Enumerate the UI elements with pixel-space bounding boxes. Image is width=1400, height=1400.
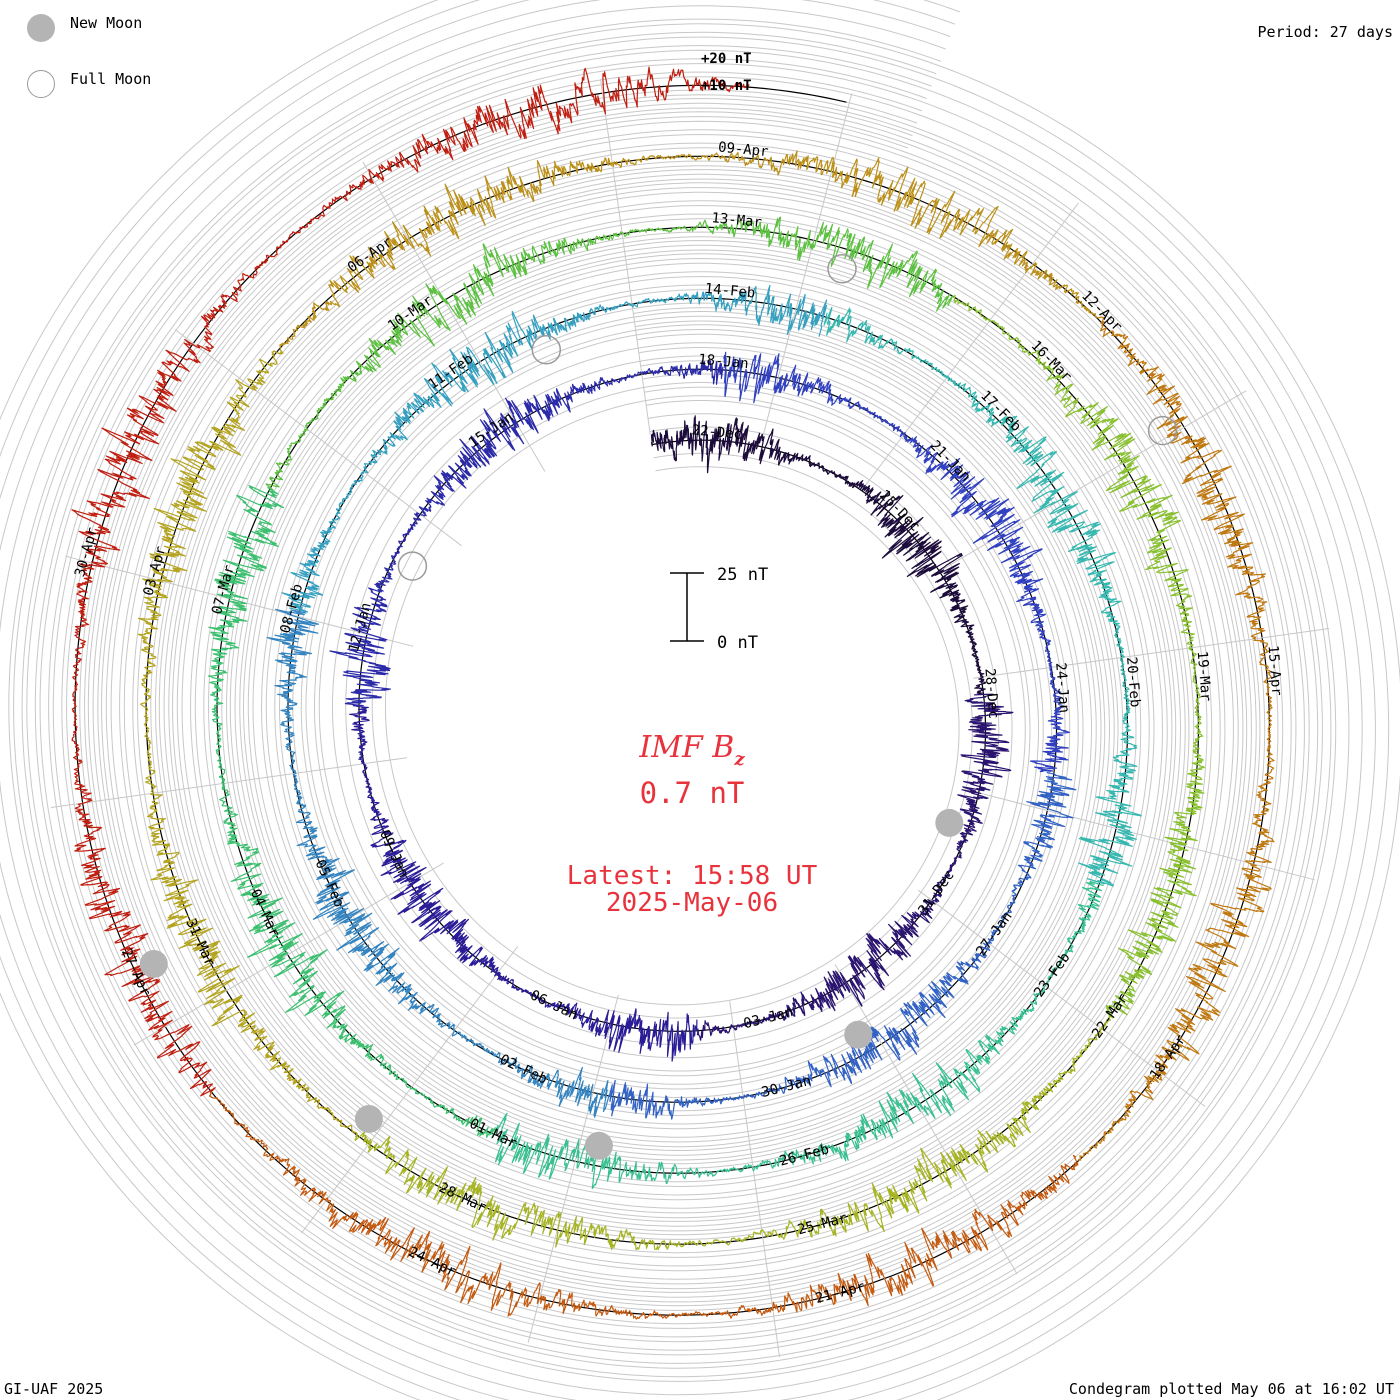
- outer-label-20: +20 nT: [701, 51, 752, 67]
- full-moon-marker: [531, 334, 562, 365]
- center-readout: IMF Bz 0.7 nT Latest: 15:58 UT 2025-May-…: [567, 730, 818, 918]
- date-label: 28-Dec: [981, 668, 1001, 720]
- new-moon-marker: [584, 1131, 613, 1160]
- date-label: 01-Mar: [467, 1116, 520, 1152]
- bz-trace-segment: [266, 608, 611, 1118]
- bz-trace-segment: [609, 771, 1077, 1120]
- bz-trace-segment: [650, 415, 987, 696]
- date-label: 03-Jan: [742, 1004, 795, 1032]
- full-moon-marker: [827, 254, 857, 284]
- bz-trace-segment: [1078, 316, 1275, 1161]
- bz-trace-segment: [952, 294, 1205, 1019]
- bz-trace-segment: [137, 348, 358, 1135]
- outer-scale-labels: +20 nT +10 nT: [701, 51, 752, 94]
- outer-label-10: +10 nT: [701, 78, 752, 94]
- grid-spiral: [0, 5, 1350, 1396]
- bz-trace-segment: [281, 284, 828, 613]
- grid-spoke: [50, 757, 407, 808]
- grid-spoke: [966, 789, 1315, 881]
- bz-trace-segment: [491, 881, 1104, 1190]
- grid-spoke: [527, 994, 619, 1343]
- date-label: 24-Jan: [1052, 662, 1072, 714]
- quantity-name: IMF B: [638, 730, 734, 765]
- latest-time: Latest: 15:58 UT: [567, 861, 818, 891]
- date-label: 06-Jan: [528, 987, 581, 1023]
- grid-spiral: [101, 111, 1244, 1290]
- date-label: 03-Apr: [141, 545, 170, 598]
- credit-label: GI-UAF 2025: [4, 1380, 104, 1398]
- grid-spiral: [48, 58, 1297, 1343]
- grid-spiral: [21, 31, 1323, 1369]
- scale-bar-top-label: 25 nT: [717, 565, 768, 585]
- date-label: 30-Apr: [72, 526, 101, 579]
- quantity-subscript: z: [733, 749, 745, 770]
- bz-trace-segment: [208, 1091, 1079, 1320]
- grid-spiral: [87, 98, 1257, 1303]
- plotted-timestamp: Condegram plotted May 06 at 16:02 UT: [1068, 1380, 1394, 1398]
- bz-trace: [71, 66, 1275, 1320]
- date-label: 13-Mar: [711, 210, 763, 231]
- new-moon-marker: [935, 808, 964, 837]
- legend-full-moon-label: Full Moon: [70, 70, 152, 88]
- date-label: 20-Feb: [1123, 656, 1143, 708]
- full-moon-marker: [1147, 415, 1178, 446]
- full-moon-marker: [397, 551, 428, 581]
- current-value: 0.7 nT: [640, 776, 745, 810]
- grid-spoke: [973, 628, 1330, 679]
- scale-bar: 25 nT 0 nT: [670, 565, 768, 653]
- date-label: 02-Feb: [497, 1052, 550, 1088]
- moon-phase-markers: [139, 254, 1178, 1160]
- grid-spoke: [729, 1001, 780, 1358]
- full-moon-icon: [27, 70, 55, 98]
- date-label: 15-Apr: [1264, 645, 1284, 697]
- grid-spoke: [600, 78, 651, 435]
- bz-trace-segment: [696, 693, 1014, 1041]
- quantity-label: IMF Bz: [638, 730, 745, 770]
- date-label: 09-Apr: [717, 139, 769, 160]
- bz-trace-segment: [265, 216, 953, 491]
- bz-trace-segment: [823, 306, 1142, 887]
- date-label: 09-Jan: [376, 828, 412, 881]
- bz-trace-segment: [71, 66, 750, 1097]
- date-label: 11-Feb: [425, 351, 476, 393]
- bz-trace-segment: [207, 484, 496, 1138]
- grid-spoke: [761, 93, 853, 442]
- bz-trace-segment: [354, 1015, 1112, 1251]
- date-label: 30-Jan: [760, 1073, 813, 1101]
- new-moon-marker: [844, 1020, 873, 1049]
- date-label: 17-Feb: [977, 388, 1024, 435]
- grid-spoke: [174, 329, 463, 547]
- bz-trace-segment: [279, 150, 1097, 350]
- new-moon-marker: [139, 950, 168, 978]
- bz-trace-segment: [723, 351, 1070, 773]
- date-label: 14-Feb: [704, 281, 756, 302]
- new-moon-icon: [27, 14, 55, 42]
- grid-spoke: [301, 945, 519, 1234]
- grid-spiral: [34, 45, 1310, 1356]
- date-label: 18-Jan: [697, 352, 749, 373]
- legend-new-moon-label: New Moon: [70, 14, 143, 32]
- bz-trace-segment: [329, 360, 724, 707]
- grid-spoke: [917, 889, 1206, 1107]
- grid-spiral: [0, 0, 1363, 1400]
- latest-date: 2025-May-06: [606, 888, 778, 918]
- grid-spoke: [362, 161, 546, 472]
- period-label: Period: 27 days: [1257, 23, 1393, 41]
- date-label: 24-Apr: [406, 1244, 459, 1280]
- grid-spoke: [861, 202, 1079, 491]
- new-moon-marker: [354, 1105, 383, 1133]
- date-label: 22-Dec: [691, 422, 743, 443]
- date-label: 19-Mar: [1194, 650, 1214, 702]
- grid-spoke: [133, 862, 444, 1046]
- bz-trace-segment: [349, 705, 698, 1062]
- scale-bar-bottom-label: 0 nT: [717, 633, 758, 653]
